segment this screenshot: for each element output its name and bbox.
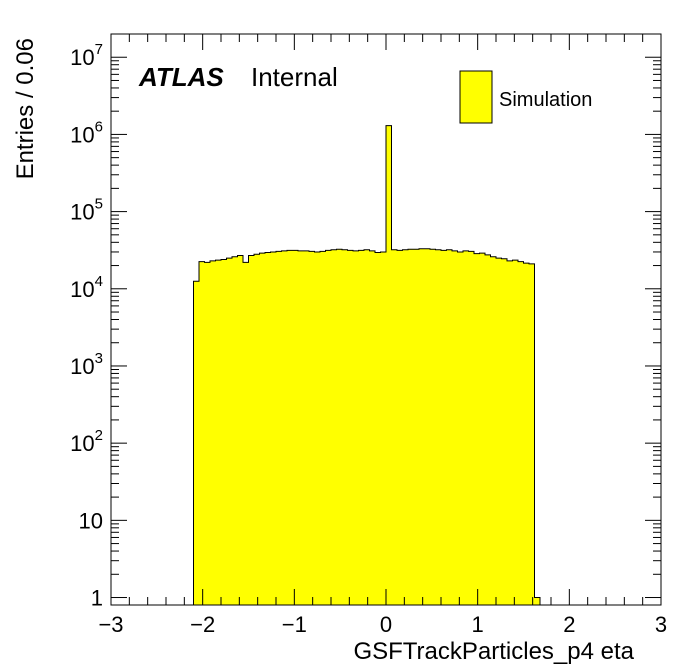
plot-frame [110,33,662,606]
histogram-bin [375,252,381,605]
histogram-bin [314,251,321,605]
y-tick-label: 104 [70,273,103,302]
histogram-bin [501,258,508,605]
histogram-bin [468,251,475,605]
histogram-bin [204,262,211,605]
histogram-bin [243,262,249,605]
histogram-bin [364,249,370,606]
histogram-bin [463,250,469,606]
histogram-bin [391,249,398,606]
histogram-bin [358,250,365,605]
legend-label-simulation: Simulation [499,89,592,111]
histogram-bin [534,597,541,605]
histogram-bin [193,281,200,605]
histogram-bin [452,250,458,606]
x-tick-label: −1 [282,612,307,637]
histogram-bin [342,249,348,606]
histogram-bin [221,259,227,605]
histogram-bin [457,251,464,605]
histogram-bin [523,263,530,605]
x-tick-label: 2 [563,612,575,637]
histogram-bin [419,248,425,605]
histogram-bin [270,251,277,605]
y-tick-label: 106 [70,118,103,147]
x-tick-label: 3 [655,612,667,637]
internal-label: Internal [251,62,338,92]
histogram-bin [254,254,260,605]
histogram-bin [408,249,414,605]
y-tick-label: 103 [70,350,103,379]
x-axis-title: GSFTrackParticles_p4 eta [353,638,634,665]
histogram-bin [226,258,233,605]
x-tick-label: 1 [472,612,484,637]
histogram-bin [281,250,288,606]
histogram-bin [397,250,403,605]
histogram-bin [276,251,282,605]
histogram-bin [320,251,326,605]
histogram-bin [424,248,431,605]
histogram-bin [265,252,271,605]
histogram-bin [232,256,238,605]
histogram-bin [353,250,359,606]
histogram-bin [259,253,266,605]
histogram-bin [309,251,315,605]
histogram-bin [237,255,244,606]
y-tick-label: 105 [70,196,103,225]
legend: Simulation [459,70,592,124]
histogram-bin [369,250,376,606]
histogram-bin [303,250,310,606]
histogram-bin [430,249,436,605]
y-tick-label: 10 [79,508,103,533]
histogram-bin [479,253,486,605]
histogram-bin [215,260,222,605]
histogram-bars [193,125,541,606]
histogram-bin [490,256,497,605]
y-tick-label: 1 [91,586,103,611]
histogram-bin [441,250,447,605]
histogram-bin [325,250,332,605]
histogram-bin [435,249,442,606]
x-tick-labels: −3 −2 −1 0 1 2 3 [98,612,667,637]
histogram-bin [298,250,304,606]
histogram-bin [485,254,491,605]
x-tick-label: −3 [98,612,123,637]
y-axis-title: Entries / 0.06 [12,38,39,179]
histogram-bin [336,249,343,605]
histogram-bin [518,261,524,605]
x-tick-label: 0 [380,612,392,637]
histogram-bin [413,249,420,605]
histogram-bin [474,253,480,605]
histogram-bin [331,249,337,606]
histogram-outline [193,125,541,605]
histogram-bin [287,250,293,605]
histogram-bin [446,249,453,606]
histogram-bin [386,125,392,606]
histogram-bin [380,251,387,605]
histogram-bin [512,260,519,605]
atlas-label: ATLAS [138,62,224,92]
histogram-bin [199,261,205,605]
histogram-bin [292,250,299,605]
x-tick-label: −2 [190,612,215,637]
histogram-bin [347,250,354,605]
histogram-bin [507,260,513,605]
histogram-bin [529,263,535,605]
y-tick-label: 102 [70,427,103,456]
histogram-bin [402,249,409,606]
histogram-bin [210,260,216,605]
axis-ticks [110,33,662,605]
histogram-bin [496,258,502,605]
y-tick-labels: 1 10 102 103 104 105 106 107 [70,41,103,610]
histogram-bin [248,255,255,606]
legend-swatch-simulation [459,70,493,124]
y-tick-label: 107 [70,41,103,70]
